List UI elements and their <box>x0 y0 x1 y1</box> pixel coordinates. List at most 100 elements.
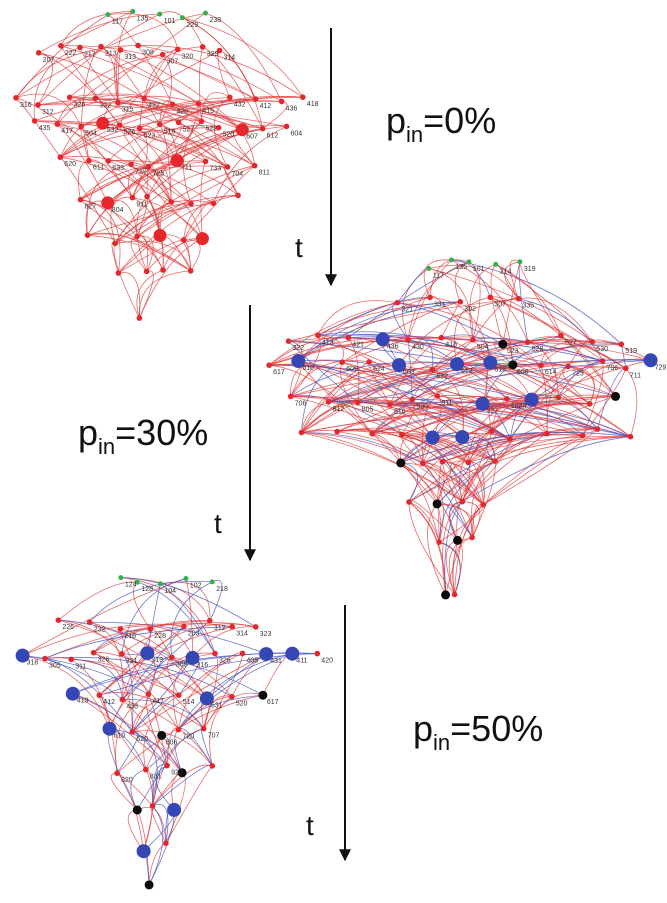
network-edge <box>93 620 210 653</box>
network-edge <box>382 339 532 400</box>
network-node-green <box>449 257 454 263</box>
node-label: 707 <box>208 733 220 740</box>
network-edge <box>328 343 622 403</box>
network-edge-blue <box>451 259 622 345</box>
node-label: 804 <box>112 207 124 214</box>
network-edge-blue <box>462 436 631 503</box>
pin-subscript: in <box>433 730 451 755</box>
network-edge <box>60 127 219 158</box>
network-edge <box>368 361 463 438</box>
network-node <box>266 362 272 369</box>
network-node <box>57 154 64 160</box>
network-edge <box>421 395 438 464</box>
network-edge <box>290 396 433 438</box>
network-edge-blue <box>122 699 205 729</box>
network-node-blue <box>259 647 274 662</box>
network-edge <box>87 202 214 236</box>
network-edge-blue <box>290 361 458 397</box>
node-label: 1024 <box>511 403 527 410</box>
network-node-blue <box>65 686 80 701</box>
network-edge <box>328 363 400 403</box>
network-edge <box>462 438 511 502</box>
network-node-green <box>183 576 189 581</box>
node-label: 314 <box>224 55 236 62</box>
network-node <box>58 43 64 49</box>
node-label: 523 <box>507 348 519 355</box>
node-label: 302 <box>464 306 476 313</box>
network-edge <box>114 165 255 244</box>
network-node <box>144 193 150 200</box>
network-edge <box>540 363 616 397</box>
network-node <box>459 498 466 505</box>
node-label: 612 <box>267 133 279 140</box>
node-label: 312 <box>42 109 54 116</box>
network-edge <box>108 160 161 236</box>
node-label: 417 <box>152 698 164 705</box>
network-edge <box>80 165 228 201</box>
network-edge <box>454 261 470 302</box>
network-node-blue <box>291 354 306 368</box>
network-edge <box>452 537 473 595</box>
network-edge <box>114 165 255 244</box>
node-label: 816 <box>394 409 406 416</box>
network-edge <box>412 358 651 400</box>
network-node <box>129 194 136 201</box>
network-node <box>174 46 181 53</box>
node-label: 723 <box>572 370 584 377</box>
node-label: 527 <box>565 340 577 347</box>
network-edge <box>437 395 583 436</box>
network-edge <box>87 233 164 271</box>
network-edge <box>148 842 167 885</box>
node-label: 411 <box>296 658 307 665</box>
node-label: 135 <box>456 264 468 271</box>
network-edge-blue <box>178 653 293 730</box>
network-edge <box>429 259 470 298</box>
network-node <box>96 116 110 130</box>
node-label: 911 <box>136 202 147 209</box>
node-label: 620 <box>136 736 148 743</box>
node-label: 711 <box>181 165 192 172</box>
network-node <box>187 268 194 274</box>
network-edge <box>213 126 287 204</box>
network-node-black <box>498 339 508 349</box>
network-edge <box>144 98 243 131</box>
network-node-green <box>105 12 111 18</box>
network-edge-blue <box>400 431 631 464</box>
node-label: 326 <box>219 658 231 665</box>
network-node <box>405 337 411 343</box>
node-label: 436 <box>286 106 298 113</box>
network-node <box>119 696 126 703</box>
network-edge-blue <box>22 655 123 700</box>
network-edge <box>558 358 651 398</box>
network-edge <box>540 340 593 366</box>
network-node <box>199 44 206 50</box>
pin-label-1: pin=30% <box>78 412 208 459</box>
network-edge <box>117 102 255 166</box>
network-edge <box>70 659 110 729</box>
network-edge-blue <box>72 652 318 695</box>
node-label: 321 <box>126 658 138 665</box>
network-edge <box>407 261 470 340</box>
node-label: 614 <box>545 369 557 376</box>
node-label: 320 <box>182 53 194 60</box>
network-edge <box>136 269 164 319</box>
node-label: 307 <box>494 301 506 308</box>
network-node <box>287 393 294 400</box>
node-label: 207 <box>43 57 55 64</box>
node-label: 238 <box>210 17 222 24</box>
network-node <box>169 654 175 661</box>
network-edge-blue <box>348 336 491 363</box>
network-node <box>175 119 182 126</box>
network-edge <box>137 235 154 272</box>
network-node <box>235 192 241 199</box>
node-label: 319 <box>524 266 536 273</box>
network-node <box>589 339 596 345</box>
network-edge <box>268 336 442 366</box>
network-edge <box>118 239 184 274</box>
network-node <box>438 334 445 341</box>
network-node <box>283 123 290 130</box>
network-edge <box>60 45 243 131</box>
node-label: 805 <box>362 406 374 413</box>
